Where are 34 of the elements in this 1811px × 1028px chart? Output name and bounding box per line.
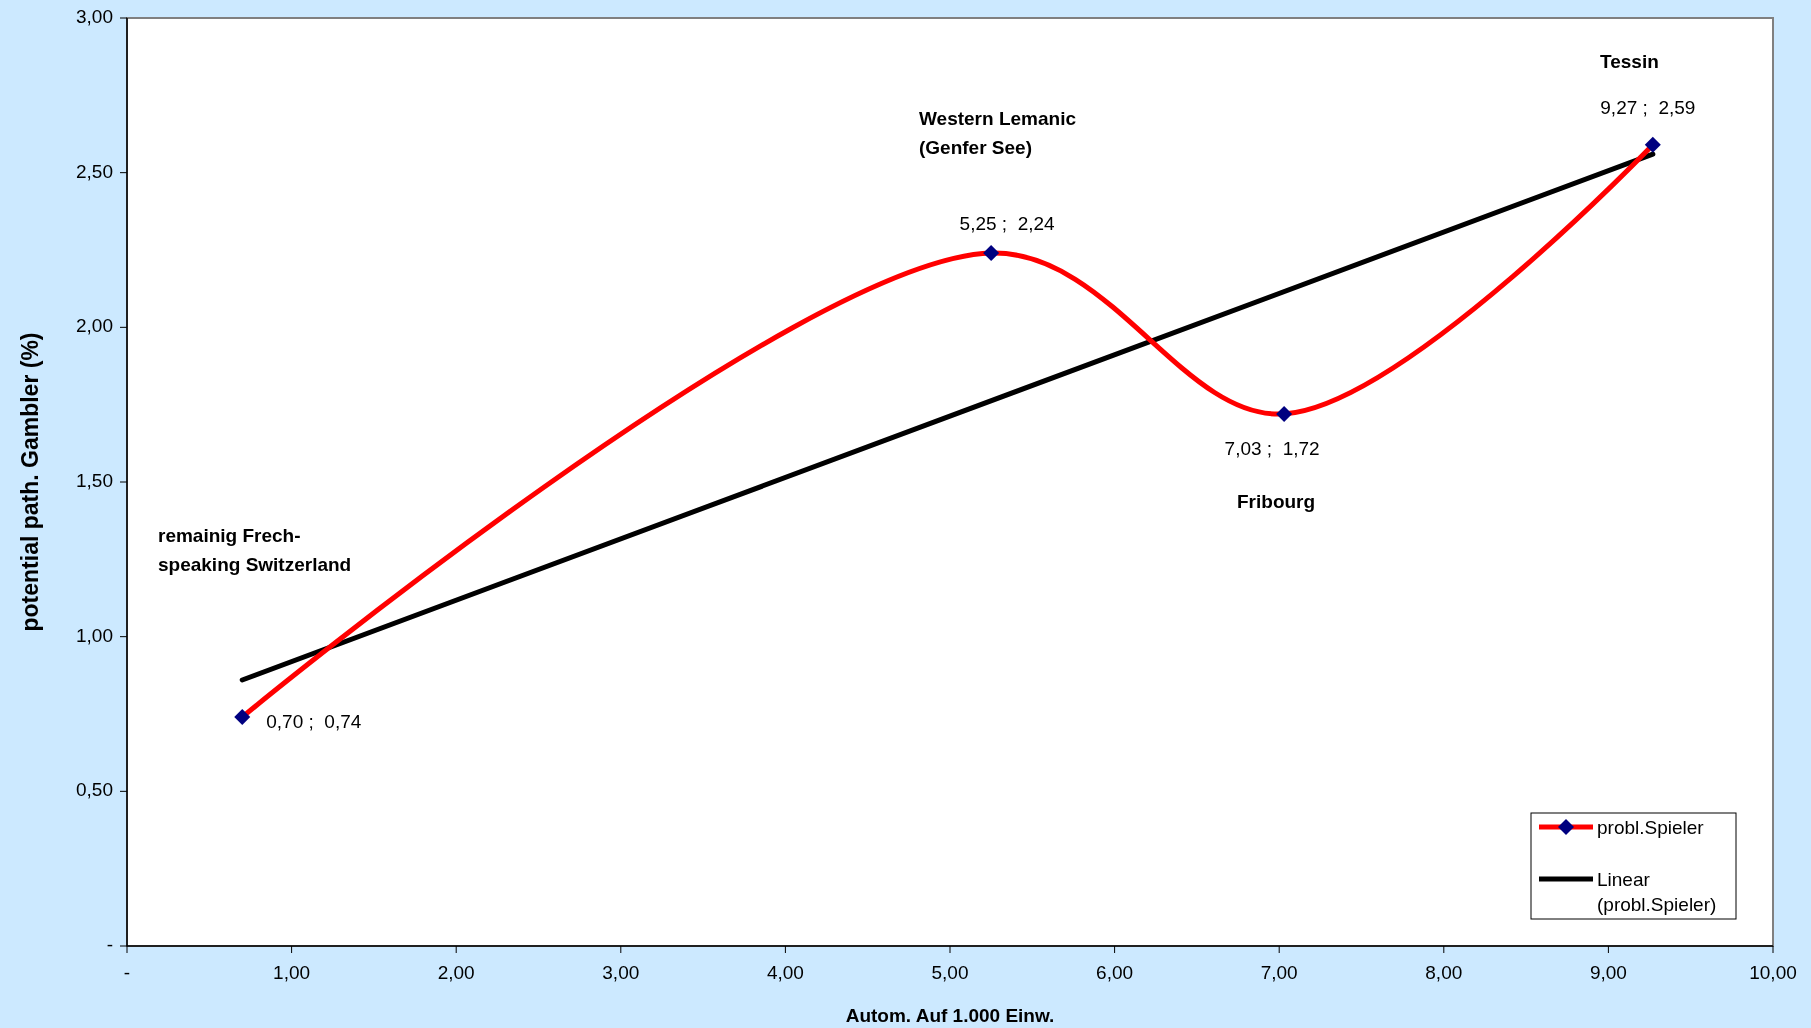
x-tick-label: 8,00 <box>1425 962 1463 983</box>
legend-label: probl.Spieler <box>1597 817 1705 838</box>
x-tick-label: 7,00 <box>1260 962 1298 983</box>
data-label: 7,03 ; 1,72 <box>1224 437 1320 459</box>
data-label: 9,27 ; 2,59 <box>1600 96 1696 118</box>
x-tick-label: 5,00 <box>931 962 969 983</box>
x-tick-label: 6,00 <box>1096 962 1134 983</box>
x-tick-label: 9,00 <box>1589 962 1627 983</box>
annotation: remainig Frech- speaking Switzerland <box>158 525 352 575</box>
y-tick-label: 0,50 <box>76 779 113 801</box>
y-tick-label: 1,50 <box>76 470 113 492</box>
y-tick-label: 2,00 <box>76 315 113 337</box>
y-axis-title: potential path. Gambler (%) <box>17 332 43 632</box>
x-tick-label: 3,00 <box>602 962 640 983</box>
legend-label: Linear (probl.Spieler) <box>1597 869 1717 915</box>
y-tick-label: 3,00 <box>76 6 113 28</box>
x-tick-label: 4,00 <box>766 962 804 983</box>
point <box>983 245 1000 262</box>
y-tick-label: 1,00 <box>76 624 113 646</box>
y-tick-label: - <box>106 934 113 956</box>
x-tick-label: 10,00 <box>1749 962 1797 983</box>
point <box>1276 405 1293 422</box>
annotation: Western Lemanic (Genfer See) <box>919 108 1077 158</box>
data-label: 0,70 ; 0,74 <box>266 711 362 733</box>
x-tick-label: - <box>123 962 131 983</box>
data-label: 5,25 ; 2,24 <box>959 213 1056 235</box>
x-tick-label: 1,00 <box>273 962 311 983</box>
y-tick-label: 2,50 <box>76 160 113 182</box>
x-axis-title: Autom. Auf 1.000 Einw. <box>845 1005 1055 1026</box>
annotation: Fribourg <box>1237 491 1316 512</box>
annotation: Tessin <box>1600 51 1659 72</box>
point <box>234 709 251 726</box>
x-tick-label: 2,00 <box>437 962 475 983</box>
point <box>1644 136 1661 153</box>
